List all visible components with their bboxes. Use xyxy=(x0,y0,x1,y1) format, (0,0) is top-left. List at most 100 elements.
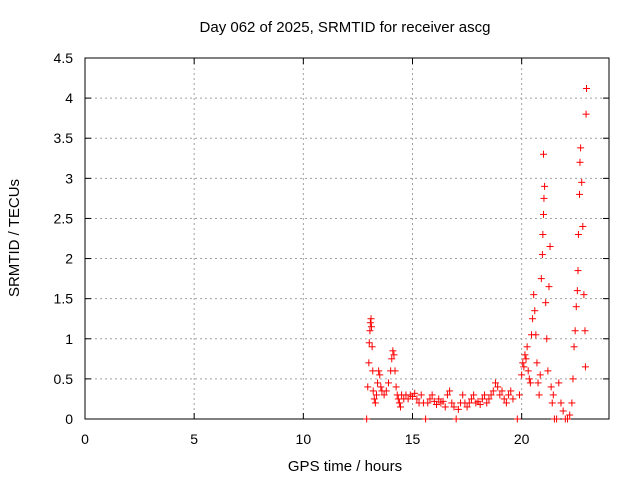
data-point xyxy=(531,307,539,315)
y-tick-label: 2 xyxy=(65,251,73,267)
data-point xyxy=(555,379,563,387)
data-point xyxy=(548,399,556,407)
data-point xyxy=(369,387,377,395)
data-point xyxy=(435,395,443,403)
data-point xyxy=(569,375,577,383)
data-point xyxy=(439,397,447,405)
data-point xyxy=(522,355,530,363)
data-point xyxy=(543,335,551,343)
x-tick-label: 15 xyxy=(405,431,421,447)
data-point xyxy=(572,303,580,311)
data-point xyxy=(559,407,567,415)
y-tick-label: 4 xyxy=(65,90,73,106)
data-point xyxy=(476,401,484,409)
data-point xyxy=(396,403,404,411)
data-point xyxy=(564,415,572,423)
data-point xyxy=(443,391,451,399)
data-point xyxy=(478,395,486,403)
data-point xyxy=(545,283,553,291)
data-point xyxy=(505,391,513,399)
data-point xyxy=(581,327,589,335)
data-point xyxy=(544,367,552,375)
x-tick-label: 0 xyxy=(81,431,89,447)
data-point xyxy=(422,415,430,423)
data-point xyxy=(580,291,588,299)
data-points xyxy=(363,84,591,423)
axis-ticks: 0 5 10 15 20 0 0.5 1 1.5 2 2.5 3 3.5 4 4.5 xyxy=(54,50,609,447)
data-point xyxy=(533,359,541,367)
data-point xyxy=(450,403,458,411)
data-point xyxy=(557,399,565,407)
data-point xyxy=(487,391,495,399)
data-point xyxy=(392,383,400,391)
data-point xyxy=(534,379,542,387)
data-point xyxy=(388,355,396,363)
data-point xyxy=(370,395,378,403)
data-point xyxy=(530,291,538,299)
data-point xyxy=(433,401,441,409)
data-point xyxy=(574,230,582,238)
data-point xyxy=(454,405,462,413)
data-point xyxy=(367,323,375,331)
data-point xyxy=(583,84,591,92)
data-point xyxy=(395,399,403,407)
data-point xyxy=(502,399,510,407)
data-point xyxy=(368,343,376,351)
data-point xyxy=(496,391,504,399)
data-point xyxy=(529,315,537,323)
data-point xyxy=(537,275,545,283)
data-point xyxy=(411,389,419,397)
data-point xyxy=(523,343,531,351)
data-point xyxy=(524,367,532,375)
data-point xyxy=(568,399,576,407)
data-point xyxy=(366,327,374,335)
data-point xyxy=(369,367,377,375)
data-point xyxy=(540,150,547,158)
y-tick-label: 1 xyxy=(65,331,73,347)
x-tick-label: 10 xyxy=(296,431,312,447)
data-point xyxy=(481,391,489,399)
x-tick-label: 5 xyxy=(190,431,198,447)
data-point xyxy=(573,287,581,295)
y-tick-label: 2.5 xyxy=(54,210,74,226)
data-point xyxy=(577,144,585,152)
data-point xyxy=(571,327,579,335)
data-point xyxy=(582,110,590,118)
chart-title: Day 062 of 2025, SRMTID for receiver asc… xyxy=(200,19,491,36)
data-point xyxy=(581,363,589,371)
data-point xyxy=(494,383,502,391)
grid-lines xyxy=(85,58,609,419)
x-axis-label: GPS time / hours xyxy=(288,458,402,475)
data-point xyxy=(365,359,373,367)
data-point xyxy=(371,399,379,407)
data-point xyxy=(542,299,550,307)
data-point xyxy=(366,319,374,327)
data-point xyxy=(404,395,412,403)
data-point xyxy=(390,351,398,359)
data-point xyxy=(570,343,578,351)
data-point xyxy=(576,190,584,198)
data-point xyxy=(417,391,425,399)
y-axis-label: SRMTID / TECUs xyxy=(6,179,23,297)
data-point xyxy=(579,222,587,230)
data-point xyxy=(452,415,460,423)
data-point xyxy=(428,391,436,399)
y-tick-label: 0 xyxy=(65,411,73,427)
data-point xyxy=(532,331,540,339)
data-point xyxy=(518,371,526,379)
data-point xyxy=(446,387,454,395)
x-tick-label: 20 xyxy=(514,431,530,447)
data-point xyxy=(519,359,527,367)
data-point xyxy=(507,387,515,395)
data-point xyxy=(463,403,471,411)
data-point xyxy=(515,391,523,399)
data-point xyxy=(441,403,449,411)
data-point xyxy=(374,379,382,387)
data-point xyxy=(364,383,372,391)
data-point xyxy=(513,415,521,423)
data-point xyxy=(566,411,574,419)
data-point xyxy=(538,251,546,259)
data-point xyxy=(553,415,561,423)
data-point xyxy=(491,379,499,387)
